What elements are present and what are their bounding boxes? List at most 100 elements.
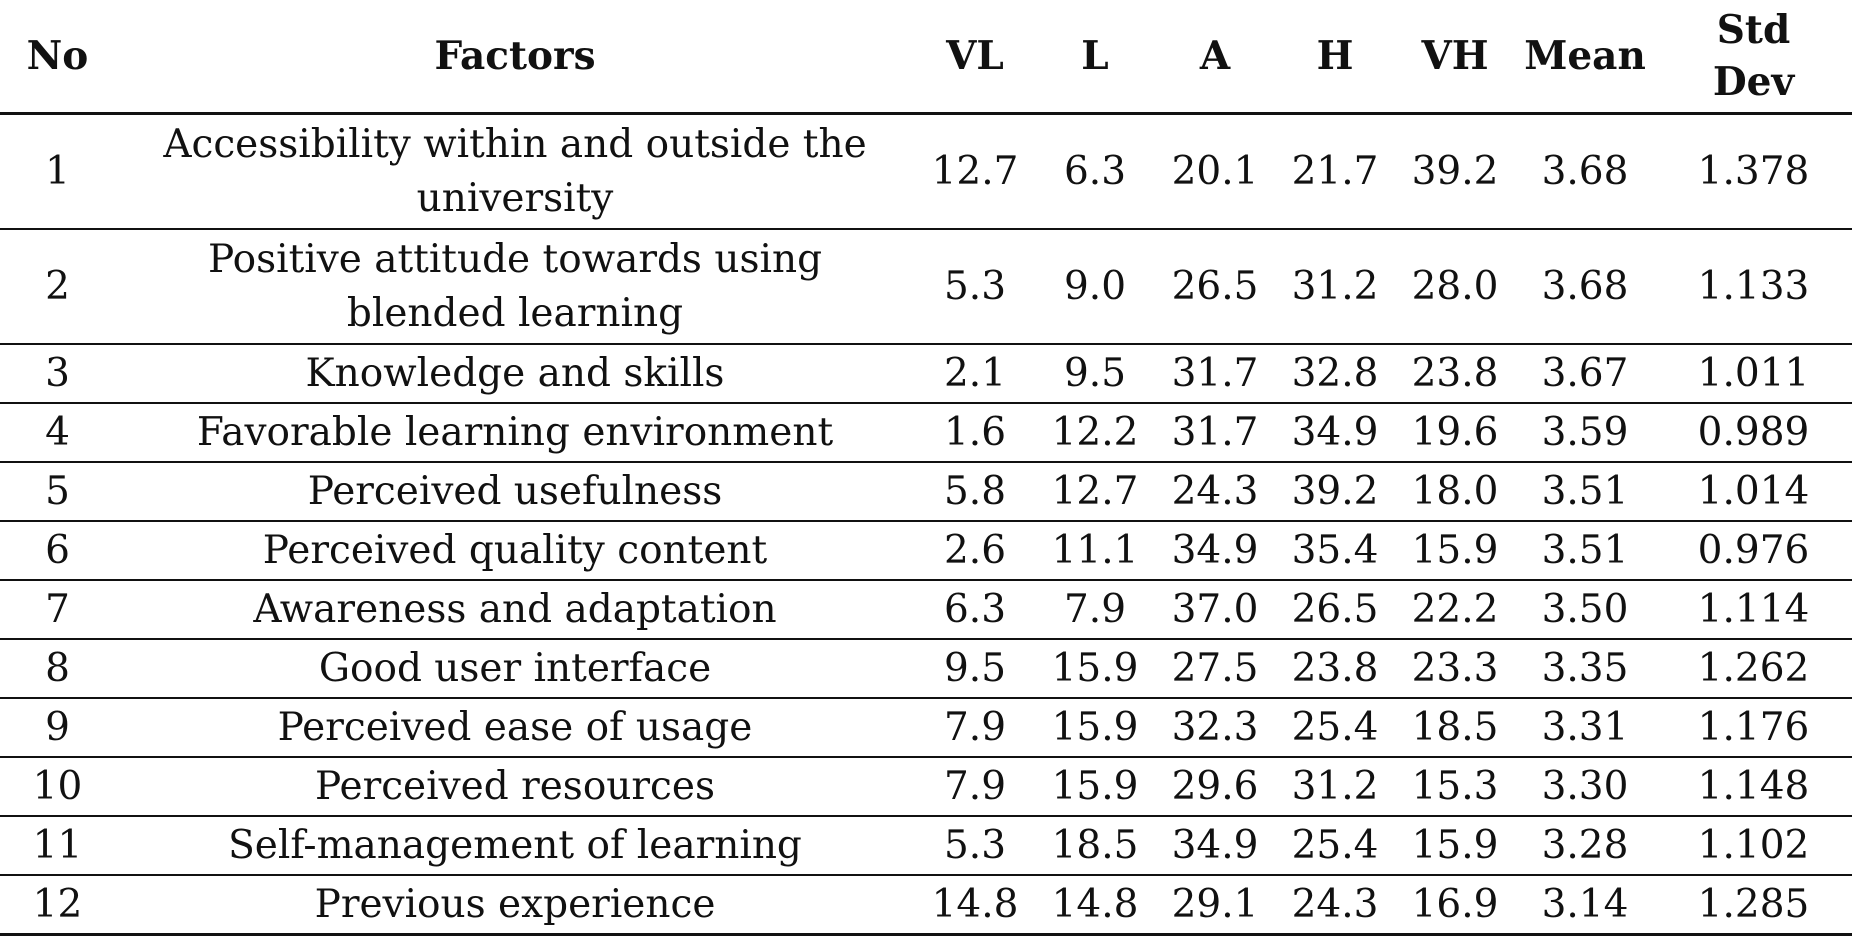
cell-vl: 5.3 [915,816,1035,876]
table-row: 6 Perceived quality content 2.6 11.1 34.9 35.… [0,521,1852,581]
cell-factor: Perceived usefulness [115,462,915,522]
cell-vl: 5.3 [915,229,1035,345]
cell-a: 20.1 [1155,113,1275,230]
cell-vl: 7.9 [915,757,1035,817]
cell-factor: Perceived resources [115,757,915,817]
cell-h: 39.2 [1275,462,1395,522]
cell-factor: Self-management of learning [115,816,915,876]
header-h: H [1275,0,1395,115]
cell-factor: Knowledge and skills [115,344,915,404]
cell-std-dev: 1.011 [1655,344,1852,404]
cell-no: 8 [0,639,115,699]
cell-vl: 1.6 [915,403,1035,463]
header-mean: Mean [1515,0,1655,115]
cell-vh: 18.0 [1395,462,1515,522]
cell-no: 1 [0,113,115,230]
header-factors: Factors [115,0,915,115]
header-row: No Factors VL L A H VH Mean Std Dev [0,0,1852,115]
cell-factor: Accessibility within and outside the uni… [115,113,915,230]
cell-mean: 3.30 [1515,757,1655,817]
table-row: 11 Self-management of learning 5.3 18.5 34.9… [0,816,1852,876]
cell-std-dev: 1.114 [1655,580,1852,640]
cell-vl: 5.8 [915,462,1035,522]
table-header: No Factors VL L A H VH Mean Std Dev [0,0,1852,115]
cell-mean: 3.28 [1515,816,1655,876]
table-row: 9 Perceived ease of usage 7.9 15.9 32.3 25.4 1… [0,698,1852,758]
table-row: 12 Previous experience 14.8 14.8 29.1 24.3 16.… [0,875,1852,936]
cell-factor: Awareness and adaptation [115,580,915,640]
cell-l: 9.0 [1035,229,1155,345]
cell-l: 12.7 [1035,462,1155,522]
header-vh: VH [1395,0,1515,115]
cell-a: 29.1 [1155,875,1275,936]
cell-h: 21.7 [1275,113,1395,230]
cell-vh: 18.5 [1395,698,1515,758]
cell-l: 15.9 [1035,757,1155,817]
cell-std-dev: 1.014 [1655,462,1852,522]
cell-mean: 3.68 [1515,229,1655,345]
cell-mean: 3.67 [1515,344,1655,404]
cell-vl: 12.7 [915,113,1035,230]
cell-a: 24.3 [1155,462,1275,522]
cell-l: 15.9 [1035,639,1155,699]
cell-no: 7 [0,580,115,640]
table-row: 3 Knowledge and skills 2.1 9.5 31.7 32.8 23.8 3… [0,344,1852,404]
cell-h: 25.4 [1275,816,1395,876]
cell-vh: 28.0 [1395,229,1515,345]
cell-vh: 22.2 [1395,580,1515,640]
table-row: 7 Awareness and adaptation 6.3 7.9 37.0 26.5 2… [0,580,1852,640]
cell-h: 23.8 [1275,639,1395,699]
cell-no: 12 [0,875,115,936]
header-std-dev: Std Dev [1655,0,1852,115]
cell-l: 18.5 [1035,816,1155,876]
cell-a: 31.7 [1155,344,1275,404]
cell-vh: 16.9 [1395,875,1515,936]
cell-vl: 9.5 [915,639,1035,699]
cell-vl: 2.1 [915,344,1035,404]
cell-h: 25.4 [1275,698,1395,758]
cell-vl: 14.8 [915,875,1035,936]
cell-std-dev: 1.133 [1655,229,1852,345]
cell-std-dev: 1.262 [1655,639,1852,699]
table-row: 5 Perceived usefulness 5.8 12.7 24.3 39.2 18.0… [0,462,1852,522]
cell-vh: 15.3 [1395,757,1515,817]
cell-a: 37.0 [1155,580,1275,640]
cell-vh: 23.3 [1395,639,1515,699]
cell-factor: Favorable learning environment [115,403,915,463]
cell-a: 31.7 [1155,403,1275,463]
cell-no: 9 [0,698,115,758]
cell-a: 34.9 [1155,521,1275,581]
cell-no: 6 [0,521,115,581]
cell-no: 10 [0,757,115,817]
header-l: L [1035,0,1155,115]
cell-vh: 15.9 [1395,816,1515,876]
table-row: 4 Favorable learning environment 1.6 12.2 31… [0,403,1852,463]
cell-vh: 15.9 [1395,521,1515,581]
cell-h: 31.2 [1275,757,1395,817]
cell-l: 9.5 [1035,344,1155,404]
cell-no: 2 [0,229,115,345]
cell-h: 31.2 [1275,229,1395,345]
cell-a: 29.6 [1155,757,1275,817]
header-no: No [0,0,115,115]
cell-a: 32.3 [1155,698,1275,758]
cell-l: 12.2 [1035,403,1155,463]
cell-mean: 3.35 [1515,639,1655,699]
cell-vh: 23.8 [1395,344,1515,404]
cell-factor: Perceived ease of usage [115,698,915,758]
cell-a: 27.5 [1155,639,1275,699]
table-row: 8 Good user interface 9.5 15.9 27.5 23.8 23.3 3… [0,639,1852,699]
cell-h: 35.4 [1275,521,1395,581]
cell-a: 34.9 [1155,816,1275,876]
cell-std-dev: 1.378 [1655,113,1852,230]
cell-mean: 3.50 [1515,580,1655,640]
cell-std-dev: 1.148 [1655,757,1852,817]
cell-l: 11.1 [1035,521,1155,581]
cell-mean: 3.51 [1515,521,1655,581]
cell-factor: Previous experience [115,875,915,936]
cell-h: 24.3 [1275,875,1395,936]
cell-mean: 3.31 [1515,698,1655,758]
cell-vh: 39.2 [1395,113,1515,230]
cell-h: 26.5 [1275,580,1395,640]
